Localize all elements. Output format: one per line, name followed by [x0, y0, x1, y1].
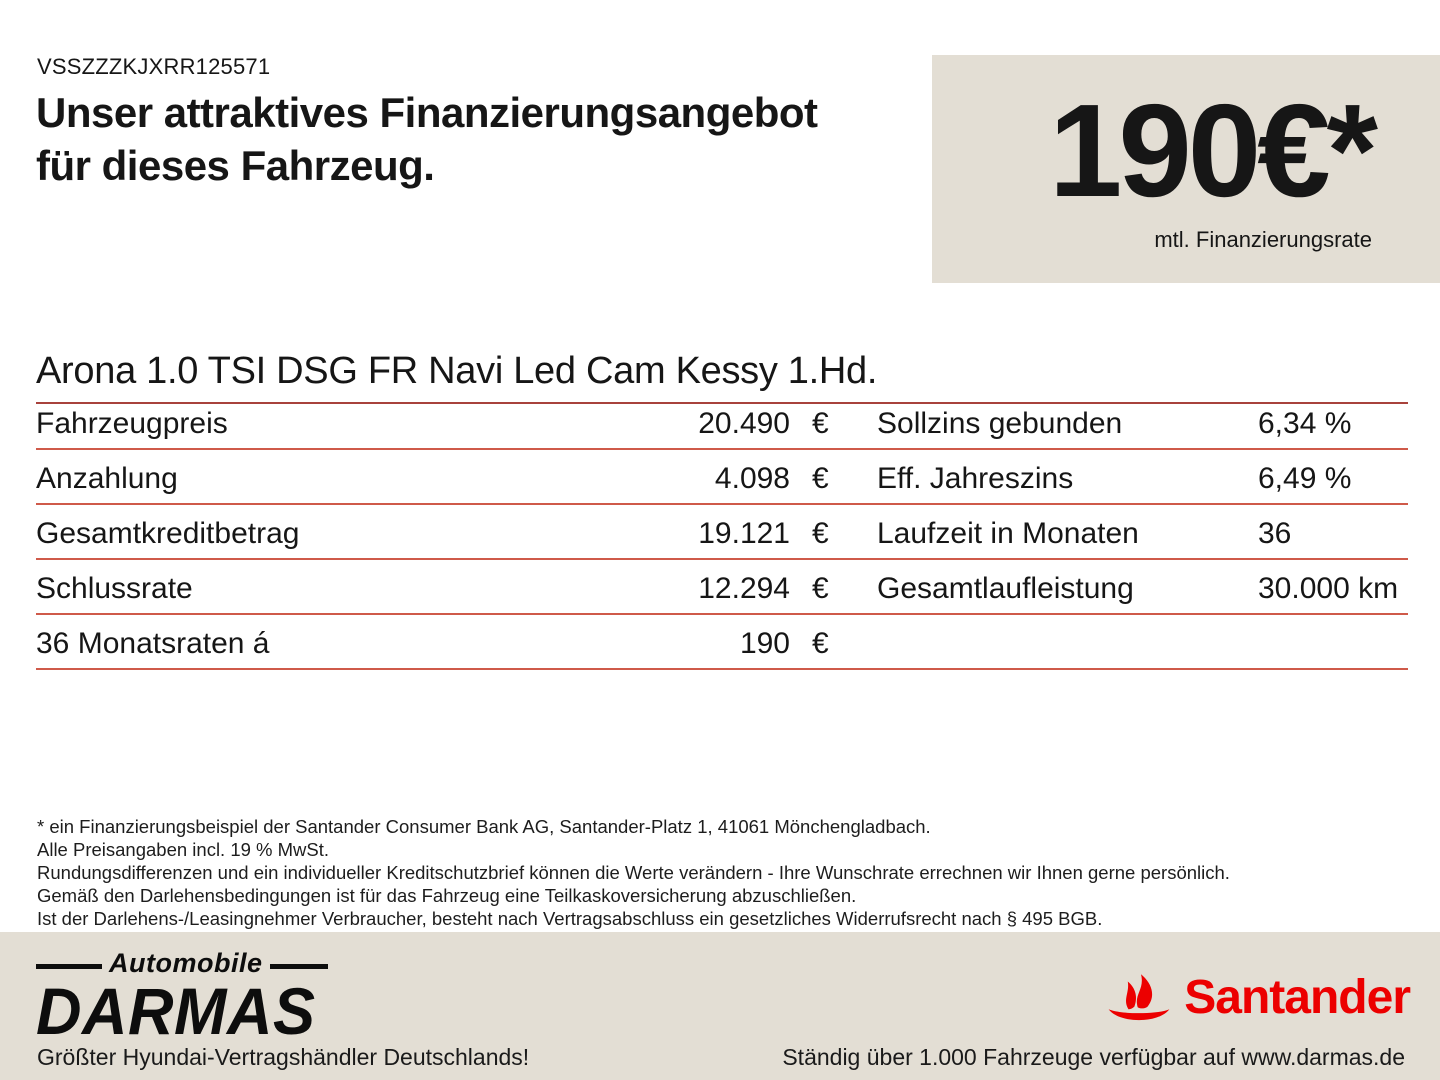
- disclaimer-line: Rundungsdifferenzen und ein individuelle…: [37, 862, 1230, 883]
- disclaimer-line: Gemäß den Darlehensbedingungen ist für d…: [37, 885, 857, 906]
- page-title-line1: Unser attraktives Finanzierungsangebot: [36, 89, 818, 136]
- vehicle-title: Arona 1.0 TSI DSG FR Navi Led Cam Kessy …: [36, 350, 1408, 404]
- finance-left-value: 190: [739, 627, 790, 660]
- finance-left-unit: €: [812, 572, 829, 605]
- finance-right-label: Eff. Jahreszins: [877, 462, 1074, 495]
- finance-right-label: Sollzins gebunden: [877, 407, 1123, 440]
- finance-left-label: 36 Monatsraten á: [36, 627, 270, 660]
- finance-left-value: 4.098: [714, 462, 790, 495]
- finance-right-value: 6,49 %: [1258, 462, 1352, 495]
- finance-right-label: Laufzeit in Monaten: [877, 517, 1139, 550]
- finance-table-row: Schlussrate 12.294 € Gesamtlaufleistung …: [36, 560, 1408, 615]
- disclaimer-line: * ein Finanzierungsbeispiel der Santande…: [37, 816, 931, 837]
- monthly-rate-box: 190€* mtl. Finanzierungsrate: [932, 55, 1440, 283]
- finance-right-label: Gesamtlaufleistung: [877, 572, 1134, 605]
- dealer-logo-top: Automobile: [36, 948, 366, 979]
- disclaimer: * ein Finanzierungsbeispiel der Santande…: [37, 815, 1230, 930]
- santander-wordmark: Santander: [1184, 971, 1411, 1024]
- dealer-logo-right-bar: [269, 964, 328, 969]
- santander-flame-icon: [1108, 974, 1170, 1021]
- page-title: Unser attraktives Finanzierungsangebot f…: [36, 86, 818, 192]
- monthly-rate-caption: mtl. Finanzierungsrate: [1154, 227, 1372, 252]
- disclaimer-line: Ist der Darlehens-/Leasingnehmer Verbrau…: [37, 908, 1103, 929]
- dealer-logo-name: DARMAS: [36, 975, 316, 1049]
- finance-table-row: Anzahlung 4.098 € Eff. Jahreszins 6,49 %: [36, 450, 1408, 505]
- page-title-line2: für dieses Fahrzeug.: [36, 142, 435, 189]
- vin-number: VSSZZZKJXRR125571: [37, 54, 271, 79]
- finance-left-value: 12.294: [698, 572, 790, 605]
- santander-logo: Santander: [1106, 970, 1411, 1026]
- footer-availability-claim: Ständig über 1.000 Fahrzeuge verfügbar a…: [782, 1044, 1405, 1070]
- finance-left-value: 20.490: [698, 407, 790, 440]
- finance-table-row: 36 Monatsraten á 190 €: [36, 615, 1408, 670]
- monthly-rate-amount: 190€*: [1048, 77, 1378, 224]
- finance-left-unit: €: [812, 407, 829, 440]
- finance-left-label: Fahrzeugpreis: [36, 407, 228, 440]
- finance-right-value: 6,34 %: [1258, 407, 1352, 440]
- finance-table-row: Fahrzeugpreis 20.490 € Sollzins gebunden…: [36, 395, 1408, 450]
- dealer-logo-automobile: Automobile: [109, 948, 263, 978]
- finance-left-label: Gesamtkreditbetrag: [36, 517, 300, 550]
- footer-dealer-claim: Größter Hyundai-Vertragshändler Deutschl…: [37, 1044, 530, 1070]
- finance-right-value: 30.000 km: [1258, 572, 1399, 605]
- finance-left-unit: €: [812, 627, 829, 660]
- finance-right-value: 36: [1258, 517, 1292, 550]
- finance-table-row: Gesamtkreditbetrag 19.121 € Laufzeit in …: [36, 505, 1408, 560]
- dealer-logo-left-bar: [36, 964, 102, 969]
- disclaimer-line: Alle Preisangaben incl. 19 % MwSt.: [37, 839, 330, 860]
- finance-table: Fahrzeugpreis 20.490 € Sollzins gebunden…: [36, 395, 1408, 670]
- finance-left-unit: €: [812, 462, 829, 495]
- finance-left-label: Schlussrate: [36, 572, 193, 605]
- finance-left-value: 19.121: [698, 517, 790, 550]
- finance-left-label: Anzahlung: [36, 462, 178, 495]
- finance-left-unit: €: [812, 517, 829, 550]
- footer: Automobile DARMAS Santander Größter Hyun…: [0, 932, 1440, 1080]
- dealer-logo: Automobile DARMAS: [36, 948, 366, 1049]
